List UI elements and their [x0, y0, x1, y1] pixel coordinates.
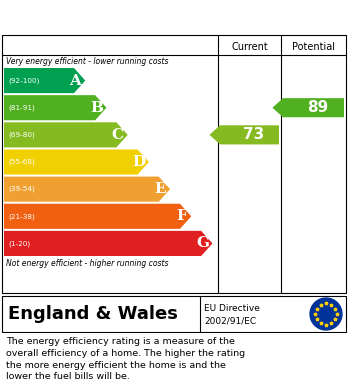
Text: E: E — [154, 182, 166, 196]
Text: B: B — [90, 101, 103, 115]
Text: A: A — [69, 74, 81, 88]
Text: (21-38): (21-38) — [8, 213, 35, 219]
Text: EU Directive: EU Directive — [204, 304, 260, 313]
Polygon shape — [4, 149, 149, 174]
Text: Not energy efficient - higher running costs: Not energy efficient - higher running co… — [6, 258, 168, 267]
Text: (69-80): (69-80) — [8, 132, 35, 138]
Text: Very energy efficient - lower running costs: Very energy efficient - lower running co… — [6, 57, 168, 66]
Text: 73: 73 — [243, 127, 264, 142]
Text: G: G — [196, 237, 209, 250]
Text: (1-20): (1-20) — [8, 240, 30, 247]
Text: C: C — [112, 128, 124, 142]
Text: (92-100): (92-100) — [8, 77, 39, 84]
Text: Energy Efficiency Rating: Energy Efficiency Rating — [8, 7, 237, 25]
Text: (55-68): (55-68) — [8, 159, 35, 165]
Text: D: D — [132, 155, 145, 169]
Polygon shape — [4, 122, 128, 147]
Polygon shape — [4, 177, 170, 202]
Polygon shape — [4, 204, 191, 229]
Text: Potential: Potential — [292, 42, 335, 52]
Text: Current: Current — [231, 42, 268, 52]
Circle shape — [310, 298, 342, 330]
Text: F: F — [176, 209, 187, 223]
Text: (39-54): (39-54) — [8, 186, 35, 192]
Polygon shape — [272, 98, 344, 117]
Polygon shape — [4, 95, 106, 120]
Polygon shape — [4, 68, 85, 93]
Text: 2002/91/EC: 2002/91/EC — [204, 316, 256, 325]
Polygon shape — [4, 231, 213, 256]
Text: (81-91): (81-91) — [8, 104, 35, 111]
Text: The energy efficiency rating is a measure of the
overall efficiency of a home. T: The energy efficiency rating is a measur… — [6, 337, 245, 381]
Polygon shape — [209, 125, 279, 144]
Text: 89: 89 — [307, 100, 328, 115]
Text: England & Wales: England & Wales — [8, 305, 178, 323]
